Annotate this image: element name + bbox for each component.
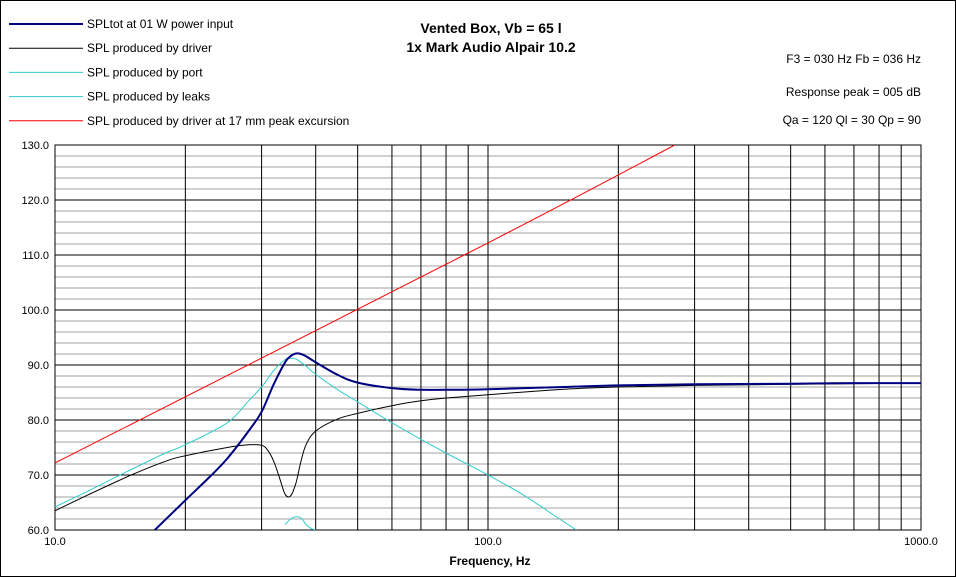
info-q-values: Qa = 120 Ql = 30 Qp = 90 [783,113,922,127]
y-tick-label: 110.0 [22,250,49,262]
info-response-peak: Response peak = 005 dB [786,85,921,99]
y-tick-label: 130.0 [21,140,49,152]
y-tick-label: 120.0 [21,195,49,207]
chart-title-line-1: Vented Box, Vb = 65 l [420,20,561,36]
series-spl-port [55,357,577,530]
x-tick-label: 1000.0 [904,536,938,548]
info-f3-fb: F3 = 030 Hz Fb = 036 Hz [786,52,921,66]
legend-label: SPL produced by driver [87,41,212,55]
series-spl-excursion [55,145,676,464]
series-spl-total [154,352,921,530]
series-layer [55,145,921,530]
legend: SPLtot at 01 W power input SPL produced b… [9,17,349,128]
chart-title-line-2: 1x Mark Audio Alpair 10.2 [406,39,576,55]
axes: 130.0 120.0 110.0 100.0 90.0 80.0 70.0 60.010.0… [21,140,937,548]
x-tick-label: 10.0 [44,536,65,548]
plot-border [54,144,922,531]
y-tick-label: 80.0 [28,415,49,427]
y-tick-label: 70.0 [28,470,49,482]
y-tick-label: 100.0 [21,305,49,317]
series-spl-driver [55,382,921,512]
legend-label: SPL produced by driver at 17 mm peak exc… [87,114,349,128]
legend-label: SPL produced by port [87,65,203,79]
legend-label: SPLtot at 01 W power input [87,17,234,31]
legend-label: SPL produced by leaks [87,90,210,104]
x-axis-label: Frequency, Hz [449,554,530,568]
x-tick-label: 100.0 [474,536,502,548]
y-tick-label: 90.0 [28,360,49,372]
y-tick-label: 60.0 [28,525,49,537]
grid [54,144,922,531]
series-spl-leaks [284,516,316,530]
